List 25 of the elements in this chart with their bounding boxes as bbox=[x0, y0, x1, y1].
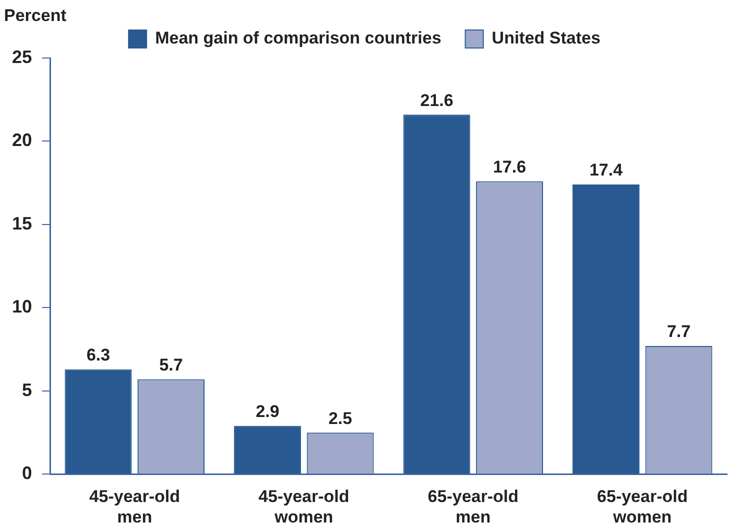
y-tick-label: 5 bbox=[22, 380, 32, 400]
y-tick-label: 15 bbox=[12, 213, 32, 234]
data-label: 2.9 bbox=[256, 402, 280, 422]
y-tick-label: 0 bbox=[22, 463, 32, 484]
data-label: 7.7 bbox=[666, 322, 691, 342]
data-label: 6.3 bbox=[86, 346, 110, 365]
legend-label: United States bbox=[492, 28, 600, 48]
bar bbox=[403, 114, 470, 474]
y-tick-label: 20 bbox=[12, 130, 32, 150]
x-tick-label: 45-year-old women bbox=[258, 487, 350, 526]
x-tick-label: 65-year-old women bbox=[597, 487, 688, 526]
bar bbox=[234, 426, 301, 474]
x-tick-label: 45-year-old men bbox=[89, 487, 180, 526]
data-label: 17.6 bbox=[492, 157, 526, 176]
data-label: 21.6 bbox=[420, 90, 454, 110]
bar bbox=[572, 184, 640, 474]
y-tick-label: 10 bbox=[12, 296, 32, 317]
y-tick-label: 25 bbox=[12, 46, 32, 67]
legend-label: Mean gain of comparison countries bbox=[155, 28, 442, 48]
bar bbox=[64, 369, 132, 474]
x-tick-label: 65-year-old men bbox=[428, 487, 518, 526]
y-axis-title: Percent bbox=[4, 6, 67, 26]
data-label: 17.4 bbox=[589, 160, 624, 180]
data-label: 2.5 bbox=[328, 408, 352, 428]
data-label: 5.7 bbox=[159, 355, 183, 374]
